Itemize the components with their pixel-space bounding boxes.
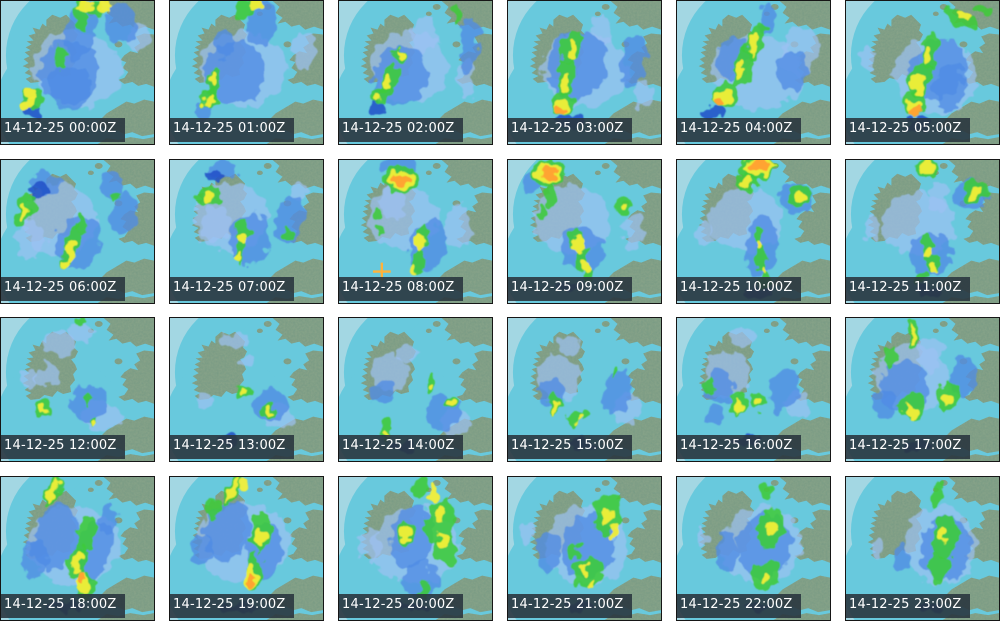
frame-timestamp-label: 14-12-25 07:00Z [170,276,294,301]
radar-map-image [1,1,154,144]
radar-map-image [170,476,323,620]
radar-map-image [339,476,492,620]
radar-map-image [677,476,830,620]
radar-frame: 14-12-25 21:00Z [507,475,662,621]
radar-frame: 14-12-25 04:00Z [676,0,831,145]
frame-timestamp-label: 14-12-25 03:00Z [508,118,632,142]
frame-timestamp-label: 14-12-25 13:00Z [170,435,294,460]
radar-frame: 14-12-25 06:00Z [0,158,155,304]
frame-timestamp-label: 14-12-25 09:00Z [508,276,632,301]
radar-frame: 14-12-25 00:00Z [0,0,155,145]
radar-frame: 14-12-25 13:00Z [169,317,324,463]
radar-frame: 14-12-25 17:00Z [845,317,1000,463]
frame-timestamp-label: 14-12-25 00:00Z [1,118,125,142]
radar-frame: 14-12-25 11:00Z [845,158,1000,304]
frame-timestamp-label: 14-12-25 18:00Z [1,593,125,618]
radar-frame: 14-12-25 01:00Z [169,0,324,145]
radar-map-image [339,159,492,303]
frame-timestamp-label: 14-12-25 06:00Z [1,276,125,301]
radar-frame: 14-12-25 16:00Z [676,317,831,463]
radar-frame: 14-12-25 07:00Z [169,158,324,304]
frame-timestamp-label: 14-12-25 05:00Z [846,118,970,142]
frame-timestamp-label: 14-12-25 14:00Z [339,435,463,460]
frame-timestamp-label: 14-12-25 12:00Z [1,435,125,460]
radar-map-image [1,476,154,620]
frame-timestamp-label: 14-12-25 11:00Z [846,276,970,301]
radar-frame: 14-12-25 18:00Z [0,475,155,621]
radar-frame: 14-12-25 03:00Z [507,0,662,145]
radar-frame: 14-12-25 19:00Z [169,475,324,621]
radar-map-image [677,1,830,144]
frame-timestamp-label: 14-12-25 02:00Z [339,118,463,142]
radar-map-image [508,476,661,620]
frame-timestamp-label: 14-12-25 19:00Z [170,593,294,618]
radar-frame: 14-12-25 12:00Z [0,317,155,463]
radar-frame: 14-12-25 02:00Z [338,0,493,145]
radar-frame: 14-12-25 09:00Z [507,158,662,304]
radar-frame: 14-12-25 14:00Z [338,317,493,463]
frame-timestamp-label: 14-12-25 10:00Z [677,276,801,301]
radar-frame: 14-12-25 15:00Z [507,317,662,463]
frame-timestamp-label: 14-12-25 17:00Z [846,435,970,460]
frame-timestamp-label: 14-12-25 15:00Z [508,435,632,460]
radar-frame: 14-12-25 10:00Z [676,158,831,304]
frame-timestamp-label: 14-12-25 01:00Z [170,118,294,142]
frame-timestamp-label: 14-12-25 20:00Z [339,593,463,618]
frame-timestamp-label: 14-12-25 08:00Z [339,276,463,301]
radar-frame: 14-12-25 22:00Z [676,475,831,621]
frame-timestamp-label: 14-12-25 22:00Z [677,593,801,618]
radar-frame: 14-12-25 23:00Z [845,475,1000,621]
frame-timestamp-label: 14-12-25 23:00Z [846,593,970,618]
radar-frame: 14-12-25 20:00Z [338,475,493,621]
radar-frame: 14-12-25 08:00Z [338,158,493,304]
frame-timestamp-label: 14-12-25 16:00Z [677,435,801,460]
frame-timestamp-label: 14-12-25 21:00Z [508,593,632,618]
frame-timestamp-label: 14-12-25 04:00Z [677,118,801,142]
radar-frame: 14-12-25 05:00Z [845,0,1000,145]
